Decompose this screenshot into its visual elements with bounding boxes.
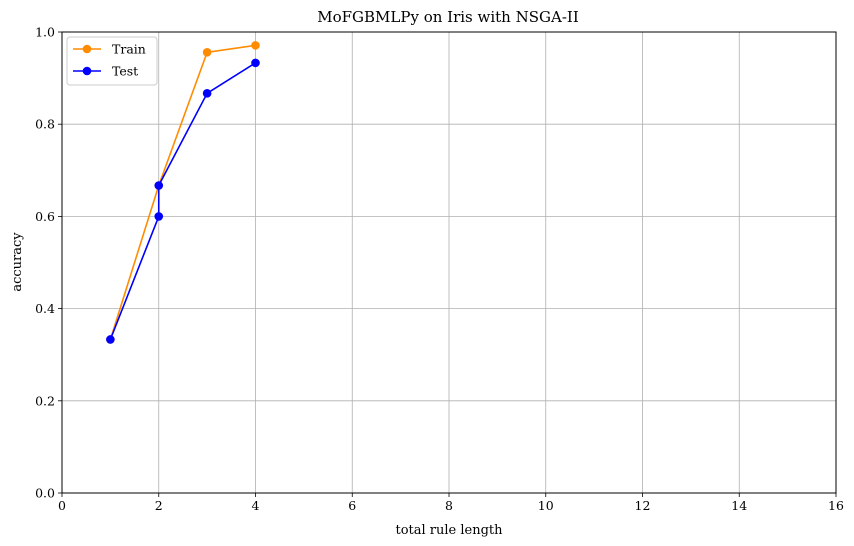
train-point <box>202 47 212 57</box>
x-tick-label: 2 <box>155 498 163 513</box>
legend-train-marker <box>82 44 92 54</box>
test-point <box>106 335 115 344</box>
legend-train-label: Train <box>112 42 146 57</box>
series-train <box>106 41 260 344</box>
axis-ticks: 0 2 4 6 8 10 12 14 16 0.0 0.2 0.4 0.6 0.8 1.0 <box>35 25 844 514</box>
test-point <box>154 181 164 190</box>
y-tick-label: 0.2 <box>35 393 55 408</box>
test-point <box>154 212 164 221</box>
x-tick-label: 6 <box>348 498 356 513</box>
legend-test-label: Test <box>112 64 138 79</box>
test-line <box>109 62 256 340</box>
x-tick-label: 0 <box>58 498 66 513</box>
y-tick-label: 1.0 <box>35 25 55 40</box>
test-point <box>251 58 260 68</box>
train-line <box>109 44 256 340</box>
x-tick-label: 4 <box>252 498 260 513</box>
x-tick-label: 16 <box>828 498 844 513</box>
y-tick-label: 0.4 <box>35 301 55 316</box>
x-tick-label: 12 <box>635 498 651 513</box>
y-tick-label: 0.8 <box>35 117 55 132</box>
series-layer <box>106 41 260 344</box>
plot-frame <box>61 31 837 494</box>
grid <box>61 31 837 494</box>
legend-test-marker <box>82 66 92 76</box>
test-point <box>202 89 212 98</box>
chart-title: MoFGBMLPy on Iris with NSGA-II <box>317 8 579 26</box>
x-tick-label: 10 <box>538 498 554 513</box>
legend: Train Test <box>66 36 158 86</box>
y-axis-label: accuracy <box>10 232 25 292</box>
x-tick-label: 8 <box>445 498 453 513</box>
x-tick-label: 14 <box>731 498 747 513</box>
series-test <box>106 58 260 344</box>
y-tick-label: 0.0 <box>35 486 55 501</box>
train-point <box>251 41 260 50</box>
x-axis-label: total rule length <box>395 523 503 538</box>
y-tick-label: 0.6 <box>35 209 55 224</box>
